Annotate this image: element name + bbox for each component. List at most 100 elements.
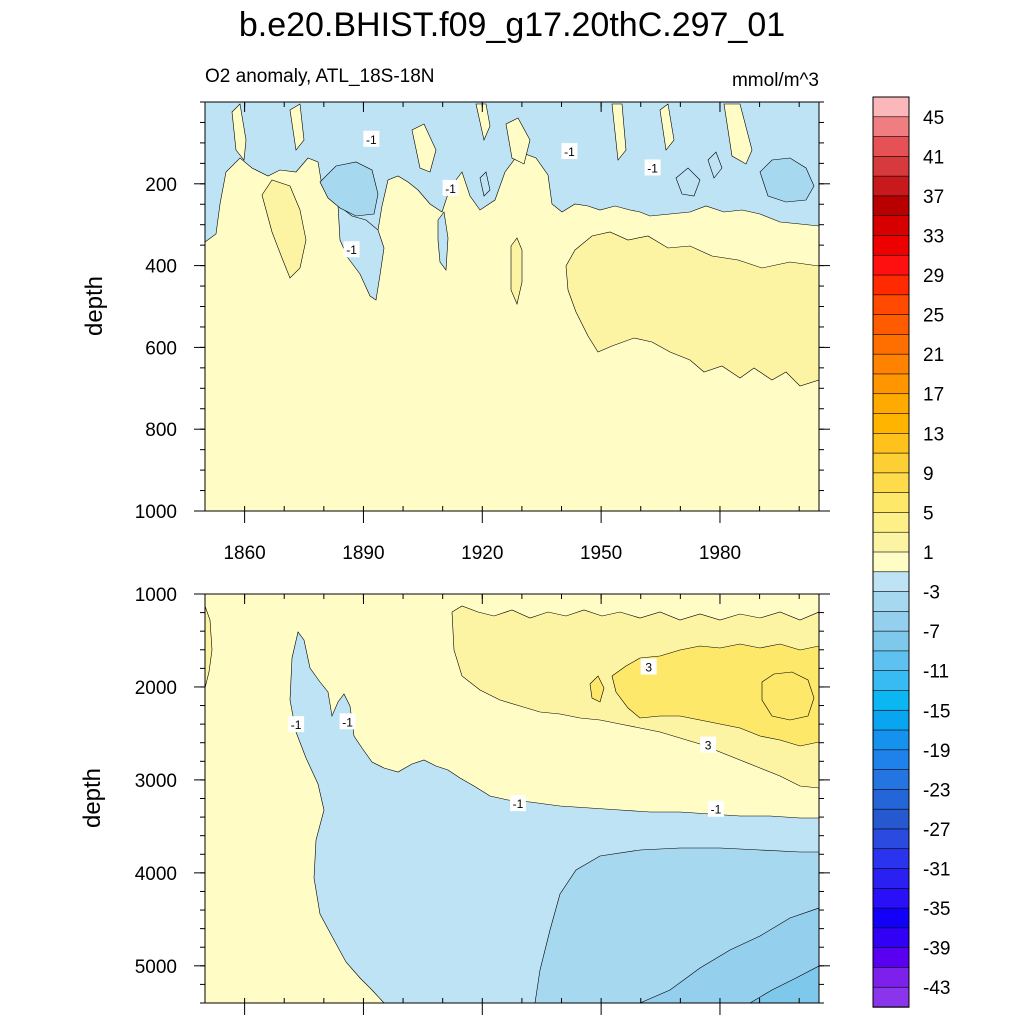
- colorbar-swatch: [872, 136, 910, 158]
- colorbar-label: -35: [923, 899, 950, 920]
- colorbar-swatch: [872, 235, 910, 256]
- upper-contour-fills: [205, 102, 819, 387]
- contour-label: -1: [644, 159, 661, 176]
- colorbar-swatch: [872, 630, 910, 652]
- colorbar-label: 25: [923, 306, 944, 327]
- x-tick-label: 1860: [223, 543, 265, 564]
- colorbar-swatch: [872, 848, 910, 870]
- lower-contour-fills: [205, 605, 819, 1003]
- colorbar-swatch: [872, 116, 910, 138]
- chart-title: b.e20.BHIST.f09_g17.20thC.297_01: [239, 6, 785, 44]
- colorbar-swatch: [872, 96, 910, 118]
- colorbar-swatch: [872, 175, 910, 197]
- upper-y-ticks: 200 400 600 800 1000: [135, 101, 830, 523]
- colorbar-swatch: [872, 749, 910, 771]
- upper-positive-patch-deep: [565, 231, 819, 387]
- colorbar-swatch: [872, 888, 910, 909]
- upper-positive-patch-1870s: [261, 179, 307, 279]
- colorbar-label: -19: [923, 741, 950, 762]
- lower-contour-labels: -1 -1 3 3 -1 -1: [288, 658, 725, 817]
- contour-label-box: [644, 159, 661, 176]
- contour-label-text: 3: [645, 661, 652, 675]
- contour-label-box: [442, 179, 459, 196]
- colorbar-swatch: [872, 353, 910, 375]
- colorbar-swatch: [872, 828, 910, 850]
- contour-label-text: -1: [291, 718, 302, 732]
- colorbar-swatch: [872, 531, 910, 553]
- x-tick-label: 1890: [342, 543, 384, 564]
- colorbar-swatch: [872, 452, 910, 474]
- upper-negative-core-1990s: [759, 157, 815, 203]
- contour-label: -1: [708, 800, 725, 817]
- contour-label-box: [509, 795, 526, 812]
- colorbar-label: 5: [923, 503, 934, 524]
- y-tick-label: 1000: [135, 585, 177, 606]
- colorbar-label: -15: [923, 701, 950, 722]
- contour-label-text: -1: [346, 243, 357, 257]
- upper-subtitle-left: O2 anomaly, ATL_18S-18N: [205, 66, 435, 87]
- colorbar-label: -31: [923, 860, 950, 881]
- lower-positive-core-5: [761, 671, 815, 721]
- upper-negative-patch-1910: [437, 211, 449, 271]
- colorbar-swatch: [872, 808, 910, 830]
- colorbar-swatch: [872, 907, 910, 929]
- y-tick-label: 800: [145, 420, 177, 441]
- colorbar-swatch: [872, 591, 910, 613]
- contour-label-text: -1: [366, 133, 377, 147]
- y-tick-label: 3000: [135, 771, 177, 792]
- upper-contour-labels: -1 -1 -1 -1 -1: [343, 130, 661, 258]
- upper-y-axis-title: depth: [81, 276, 108, 336]
- x-tick-label: 1980: [699, 543, 741, 564]
- contour-label-text: -1: [564, 145, 575, 159]
- lower-panel: 1000 2000 3000 4000 5000 -1 -1 3 3 -1 -1 depth: [79, 585, 830, 1015]
- colorbar-swatch: [872, 433, 910, 454]
- colorbar-label: -11: [923, 662, 949, 683]
- upper-positive-streaks: [231, 103, 753, 173]
- colorbar-swatch: [872, 947, 910, 969]
- y-tick-label: 600: [145, 338, 177, 359]
- colorbar-swatch: [872, 373, 910, 395]
- contour-label-box: [363, 130, 380, 147]
- colorbar-swatch: [872, 650, 910, 672]
- colorbar-swatch: [872, 789, 910, 810]
- upper-subtitle-right: mmol/m^3: [732, 70, 819, 91]
- colorbar-label: -27: [923, 820, 950, 841]
- y-tick-label: 400: [145, 257, 177, 278]
- colorbar-swatch: [872, 709, 910, 731]
- colorbar-label: 9: [923, 464, 934, 485]
- colorbar-swatch: [872, 195, 910, 217]
- y-tick-label: 200: [145, 175, 177, 196]
- y-tick-label: 4000: [135, 864, 177, 885]
- colorbar-label: 33: [923, 226, 944, 247]
- colorbar-swatch: [872, 729, 910, 751]
- upper-positive-patch-1930: [510, 237, 523, 305]
- colorbar-swatch: [872, 927, 910, 949]
- colorbar-swatch: [872, 551, 910, 573]
- colorbar-swatch: [872, 472, 910, 494]
- colorbar-swatch: [872, 393, 910, 415]
- colorbar-swatch: [872, 156, 910, 177]
- colorbar-label: 37: [923, 187, 944, 208]
- colorbar-swatch: [872, 868, 910, 890]
- colorbar-swatch: [872, 571, 910, 593]
- contour-label: -1: [343, 241, 360, 258]
- contour-label: 3: [700, 736, 717, 753]
- colorbar-swatch: [872, 294, 910, 316]
- contour-label-box: [708, 800, 725, 817]
- contour-label: -1: [442, 179, 459, 196]
- lower-positive-core-3: [611, 643, 819, 747]
- contour-label-text: 3: [705, 739, 712, 753]
- contour-label: -1: [288, 716, 305, 733]
- colorbar-swatch: [872, 769, 910, 791]
- colorbar-swatch: [872, 314, 910, 336]
- y-tick-label: 5000: [135, 957, 177, 978]
- colorbar-swatch: [872, 492, 910, 514]
- colorbar-label: 17: [923, 385, 944, 406]
- colorbar-swatch: [872, 215, 910, 237]
- lower-y-axis-title: depth: [79, 768, 106, 828]
- contour-label-box: [288, 716, 305, 733]
- colorbar-frame: [872, 96, 910, 1008]
- colorbar-swatch: [872, 690, 910, 711]
- upper-x-ticks: 1860 1890 1920 1950 1980: [204, 102, 800, 564]
